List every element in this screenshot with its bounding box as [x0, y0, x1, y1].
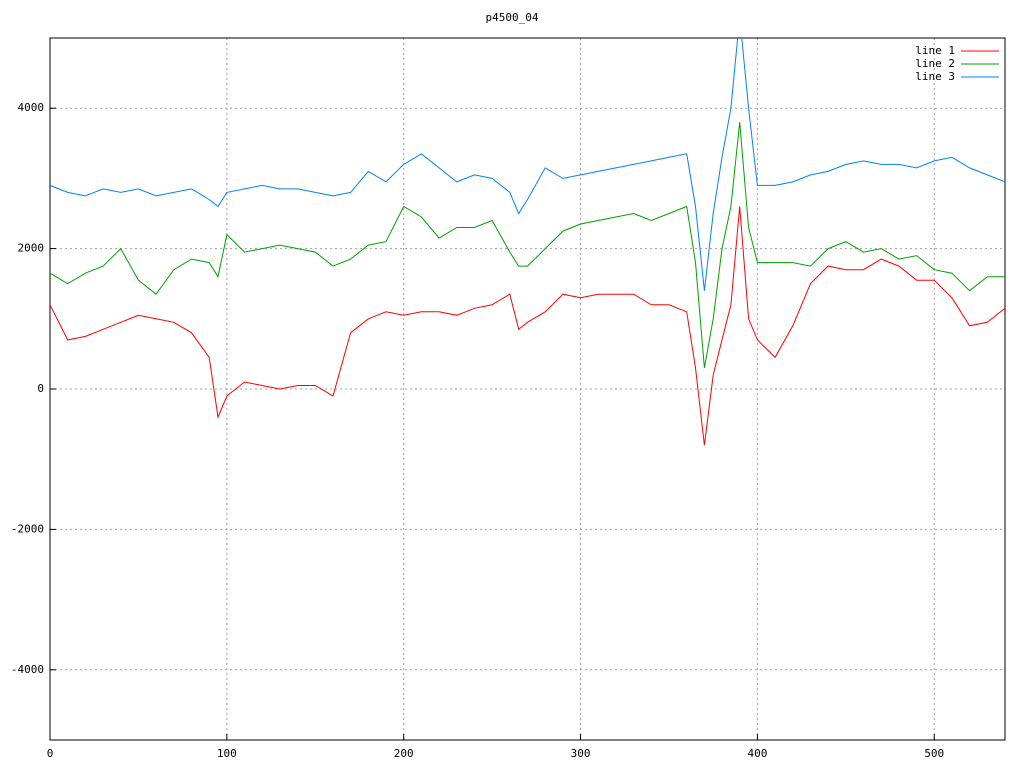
- series-line: [50, 206, 1005, 446]
- plot-area: [50, 38, 1005, 446]
- x-tick-label: 0: [47, 747, 54, 760]
- y-tick-label: 4000: [18, 101, 45, 114]
- y-tick-label: 2000: [18, 242, 45, 255]
- legend-label: line 1: [915, 44, 955, 57]
- y-tick-label: 0: [37, 382, 44, 395]
- x-tick-label: 400: [747, 747, 767, 760]
- plot-border: [49, 37, 1006, 741]
- chart-title: p4500_04: [486, 11, 539, 24]
- x-tick-label: 500: [924, 747, 944, 760]
- series-line: [50, 38, 1005, 291]
- y-tick-label: -4000: [11, 663, 44, 676]
- legend-label: line 3: [915, 70, 955, 83]
- x-tick-label: 200: [394, 747, 414, 760]
- series-line: [50, 122, 1005, 368]
- x-tick-label: 300: [571, 747, 591, 760]
- legend-label: line 2: [915, 57, 955, 70]
- x-tick-label: 100: [217, 747, 237, 760]
- y-tick-label: -2000: [11, 522, 44, 535]
